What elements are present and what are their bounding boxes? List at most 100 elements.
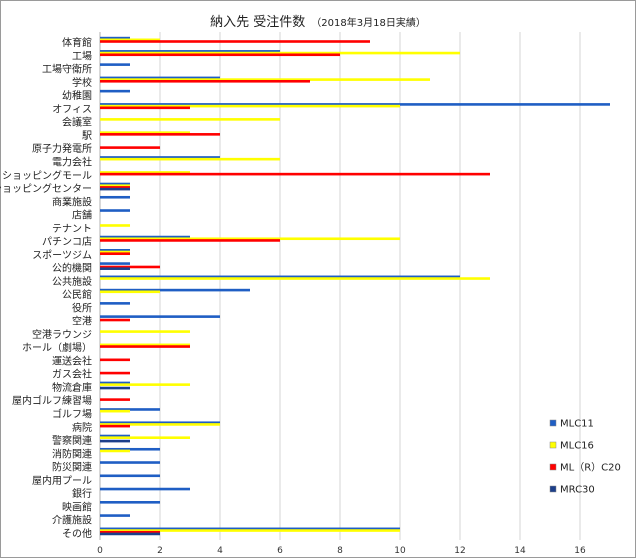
- bar: [100, 195, 130, 199]
- bar: [100, 51, 460, 55]
- bar: [100, 423, 220, 426]
- bar: [100, 383, 190, 386]
- category-label: 警察関連: [52, 434, 92, 447]
- category-label: 介護施設: [52, 514, 92, 527]
- bar: [100, 345, 190, 348]
- bar: [100, 424, 130, 428]
- legend-label: MLC11: [560, 419, 594, 430]
- bar: [100, 381, 130, 385]
- category-label: 運送会社: [52, 354, 92, 367]
- category-label: 公共施設: [52, 275, 92, 288]
- bar: [100, 104, 400, 108]
- bar: [100, 514, 130, 517]
- bar: [100, 239, 280, 242]
- chart-title: 納入先 受注件数 （2018年3月18日実績）: [0, 11, 636, 30]
- x-tick-label: 14: [514, 546, 526, 556]
- bar: [100, 409, 130, 413]
- bar: [100, 237, 400, 241]
- category-label: 病院: [72, 421, 92, 434]
- bar: [100, 171, 190, 174]
- legend-label: MLC16: [560, 441, 594, 452]
- bar: [100, 330, 190, 333]
- category-label: 役所: [72, 301, 92, 314]
- bar: [100, 262, 130, 265]
- bar: [100, 474, 160, 478]
- category-label: スポーツジム: [32, 249, 92, 261]
- bar: [100, 252, 130, 256]
- bar: [100, 447, 160, 451]
- bar: [100, 209, 130, 212]
- category-label: 公民館: [62, 288, 92, 301]
- x-tick-label: 2: [157, 546, 163, 556]
- bar: [100, 436, 190, 439]
- bar: [100, 275, 460, 279]
- bar: [100, 449, 130, 453]
- category-label: 防災関連: [52, 461, 92, 474]
- bar: [100, 501, 160, 504]
- bar: [100, 439, 130, 443]
- x-tick-label: 6: [277, 546, 283, 556]
- bar: [100, 265, 160, 269]
- legend-swatch: [549, 419, 557, 427]
- category-label: 原子力発電所: [32, 142, 92, 155]
- x-tick-label: 16: [574, 546, 586, 556]
- category-label: オフィス: [52, 103, 92, 115]
- bar: [100, 235, 190, 239]
- category-label: 屋内用プール: [32, 474, 92, 487]
- bar: [100, 118, 280, 121]
- category-label: 物流倉庫: [52, 381, 92, 394]
- category-label: その他: [62, 527, 92, 540]
- bar: [100, 36, 130, 40]
- category-label: 幼稚園: [62, 89, 92, 102]
- bar: [100, 106, 190, 110]
- bar: [100, 408, 160, 411]
- category-label: 空港: [72, 315, 92, 328]
- category-label: 屋内ゴルフ練習場: [12, 394, 92, 407]
- x-tick-label: 4: [217, 546, 223, 556]
- category-label: ゴルフ場: [52, 408, 92, 421]
- bar: [100, 434, 130, 438]
- bar: [100, 79, 310, 83]
- category-label: 学校: [72, 76, 92, 89]
- legend-label: MRC30: [560, 485, 595, 496]
- bar: [100, 530, 160, 534]
- bar: [100, 487, 190, 491]
- bar: [100, 157, 280, 161]
- bar: [100, 50, 280, 53]
- legend-swatch: [549, 441, 557, 449]
- bar: [100, 250, 130, 254]
- bar: [100, 53, 340, 57]
- bar: [100, 224, 130, 227]
- bar: [100, 398, 130, 401]
- category-label: 店舗: [72, 209, 92, 222]
- x-tick-label: 12: [454, 546, 465, 556]
- category-label: 映画館: [62, 500, 92, 513]
- bar: [100, 78, 430, 81]
- bar: [100, 529, 400, 532]
- bar: [100, 63, 130, 66]
- bar: [100, 290, 160, 294]
- category-label: 工場: [72, 49, 92, 62]
- chart-title-main: 納入先 受注件数: [210, 15, 306, 30]
- category-label: 会議室: [62, 116, 92, 129]
- category-label: 商業施設: [52, 195, 92, 208]
- bar: [100, 187, 130, 191]
- bar: [100, 461, 160, 464]
- category-label: テナント: [52, 223, 92, 235]
- bar: [100, 186, 130, 189]
- bar: [100, 76, 220, 80]
- bar: [100, 131, 190, 134]
- bar: [100, 40, 370, 43]
- category-label: 電力会社: [52, 156, 92, 169]
- bar: [100, 267, 130, 270]
- bar: [100, 386, 130, 390]
- bar: [100, 532, 160, 536]
- bar: [100, 343, 190, 347]
- bar: [100, 38, 160, 42]
- bar: [100, 182, 130, 186]
- category-label: 空港ラウンジ: [32, 328, 92, 341]
- bar: [100, 103, 610, 106]
- x-tick-label: 10: [394, 546, 406, 556]
- bar: [100, 288, 250, 292]
